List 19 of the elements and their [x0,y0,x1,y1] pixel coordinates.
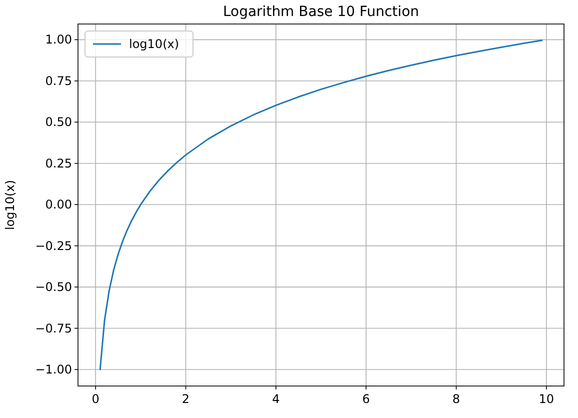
x-tick-label: 2 [182,392,190,406]
x-tick-label: 8 [452,392,460,406]
x-tick-label: 6 [362,392,370,406]
line-series [99,40,543,370]
y-tick-label: 0.75 [45,74,72,88]
y-tick-label: −0.75 [35,321,72,336]
y-tick-label: −0.50 [35,280,72,294]
x-tick-label: 0 [92,392,100,406]
y-tick-label: 1.00 [45,32,72,47]
y-tick-label: −1.00 [35,362,72,377]
x-tick-label: 10 [538,392,554,406]
y-tick-label: 0.25 [45,156,72,170]
x-tick-label: 4 [272,392,280,406]
chart-title: Logarithm Base 10 Function [222,4,420,20]
legend-label: log10(x) [129,37,180,51]
y-tick-label: −0.25 [35,238,72,253]
y-axis-title: log10(x) [3,180,17,230]
y-tick-label: 0.00 [45,198,72,212]
y-tick-label: 0.50 [45,115,72,130]
